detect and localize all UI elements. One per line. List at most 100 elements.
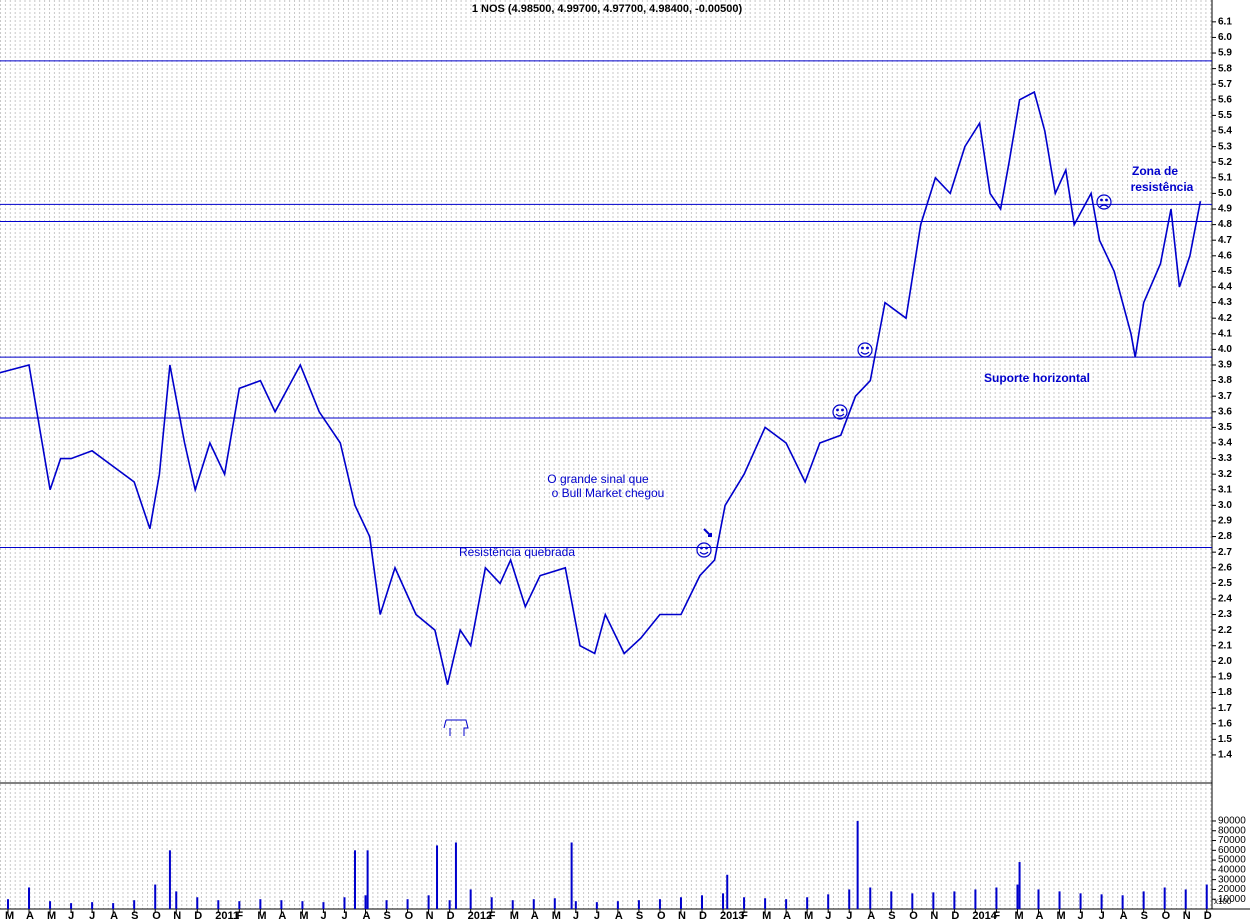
volume-bar — [532, 899, 535, 909]
volume-bar — [133, 900, 136, 909]
volume-bar — [890, 891, 893, 909]
x-tick-label: S — [1141, 910, 1148, 922]
x-tick-label: O — [152, 910, 161, 922]
y-tick-label: 3.7 — [1218, 391, 1232, 402]
volume-bar — [301, 901, 304, 909]
x-tick-label: A — [531, 910, 539, 922]
x-tick-label: A — [615, 910, 623, 922]
volume-bar — [1018, 862, 1021, 909]
volume-bar — [112, 903, 115, 909]
y-tick-label: 4.8 — [1218, 219, 1232, 230]
volume-bar — [827, 894, 830, 909]
volume-bar — [1100, 894, 1103, 909]
x-tick-label: M — [1014, 910, 1023, 922]
x-tick-label: D — [699, 910, 707, 922]
y-tick-label: 3.5 — [1218, 422, 1232, 433]
volume-bar — [995, 887, 998, 909]
y-tick-label: 4.0 — [1218, 344, 1232, 355]
y-tick-label: 2.9 — [1218, 516, 1232, 527]
y-tick-label: 4.1 — [1218, 328, 1232, 339]
volume-bar — [570, 842, 573, 909]
annotation: Zona de — [1132, 164, 1178, 178]
x-tick-label: M — [47, 910, 56, 922]
x-tick-label: J — [846, 910, 852, 922]
volume-bar — [322, 902, 325, 909]
unit-label: x100 — [1214, 897, 1232, 906]
y-tick-label: 20000 — [1218, 884, 1246, 895]
x-tick-label: F — [993, 910, 1000, 922]
x-tick-label: J — [594, 910, 600, 922]
y-tick-label: 4.7 — [1218, 235, 1232, 246]
volume-bar — [932, 892, 935, 909]
y-tick-label: 1.4 — [1218, 750, 1232, 761]
x-tick-label: D — [447, 910, 455, 922]
volume-bar — [1037, 889, 1040, 909]
x-tick-label: M — [1057, 910, 1066, 922]
volume-bar — [490, 897, 493, 909]
volume-bar — [1142, 891, 1145, 909]
chart-title: 1 NOS (4.98500, 4.99700, 4.97700, 4.9840… — [472, 3, 743, 15]
x-tick-label: N — [678, 910, 686, 922]
volume-bar — [448, 900, 451, 909]
y-tick-label: 5.2 — [1218, 157, 1232, 168]
x-tick-label: S — [636, 910, 643, 922]
volume-bar — [1016, 884, 1019, 909]
volume-bar — [616, 901, 619, 909]
y-tick-label: 4.9 — [1218, 204, 1232, 215]
y-tick-label: 1.6 — [1218, 718, 1232, 729]
x-tick-label: D — [1204, 910, 1212, 922]
y-tick-label: 2.1 — [1218, 640, 1232, 651]
y-tick-label: 3.8 — [1218, 375, 1232, 386]
volume-bar — [353, 850, 356, 909]
x-tick-label: 2014 — [972, 910, 997, 922]
volume-bar — [154, 884, 157, 909]
y-tick-label: 5.4 — [1218, 126, 1232, 137]
y-tick-label: 70000 — [1218, 835, 1246, 846]
x-tick-label: M — [5, 910, 14, 922]
y-tick-label: 5.7 — [1218, 79, 1232, 90]
y-tick-label: 60000 — [1218, 845, 1246, 856]
volume-bar — [1121, 895, 1124, 909]
annotation: Suporte horizontal — [984, 371, 1090, 385]
volume-bar — [469, 889, 472, 909]
x-tick-label: A — [1120, 910, 1128, 922]
volume-bar — [574, 901, 577, 909]
x-tick-label: F — [489, 910, 496, 922]
x-tick-label: A — [1035, 910, 1043, 922]
volume-bar — [1184, 889, 1187, 909]
volume-bar — [679, 897, 682, 909]
y-tick-label: 1.8 — [1218, 687, 1232, 698]
volume-bar — [701, 895, 704, 909]
x-tick-label: J — [320, 910, 326, 922]
volume-bar — [454, 842, 457, 909]
y-tick-label: 2.7 — [1218, 547, 1232, 558]
volume-bar — [1079, 893, 1082, 909]
x-tick-label: M — [510, 910, 519, 922]
volume-bar — [217, 900, 220, 909]
y-tick-label: 3.4 — [1218, 438, 1232, 449]
x-tick-label: M — [257, 910, 266, 922]
x-tick-label: J — [825, 910, 831, 922]
x-tick-label: S — [384, 910, 391, 922]
y-tick-label: 80000 — [1218, 825, 1246, 836]
volume-bar — [49, 901, 52, 909]
y-tick-label: 10000 — [1218, 894, 1246, 905]
volume-bar — [1163, 887, 1166, 909]
y-tick-label: 5.1 — [1218, 172, 1232, 183]
volume-bar — [436, 845, 439, 909]
y-tick-label: 3.3 — [1218, 453, 1232, 464]
y-tick-label: 5.8 — [1218, 63, 1232, 74]
volume-bar — [856, 820, 859, 909]
volume-bar — [1205, 884, 1208, 909]
volume-bar — [343, 897, 346, 909]
y-tick-label: 5.5 — [1218, 110, 1232, 121]
x-tick-label: N — [930, 910, 938, 922]
x-tick-label: J — [573, 910, 579, 922]
volume-bar — [722, 893, 725, 909]
x-tick-label: F — [236, 910, 243, 922]
y-tick-label: 2.0 — [1218, 656, 1232, 667]
volume-bar — [511, 900, 514, 909]
y-tick-label: 1.9 — [1218, 672, 1232, 683]
y-tick-label: 2.3 — [1218, 609, 1232, 620]
x-tick-label: N — [1183, 910, 1191, 922]
